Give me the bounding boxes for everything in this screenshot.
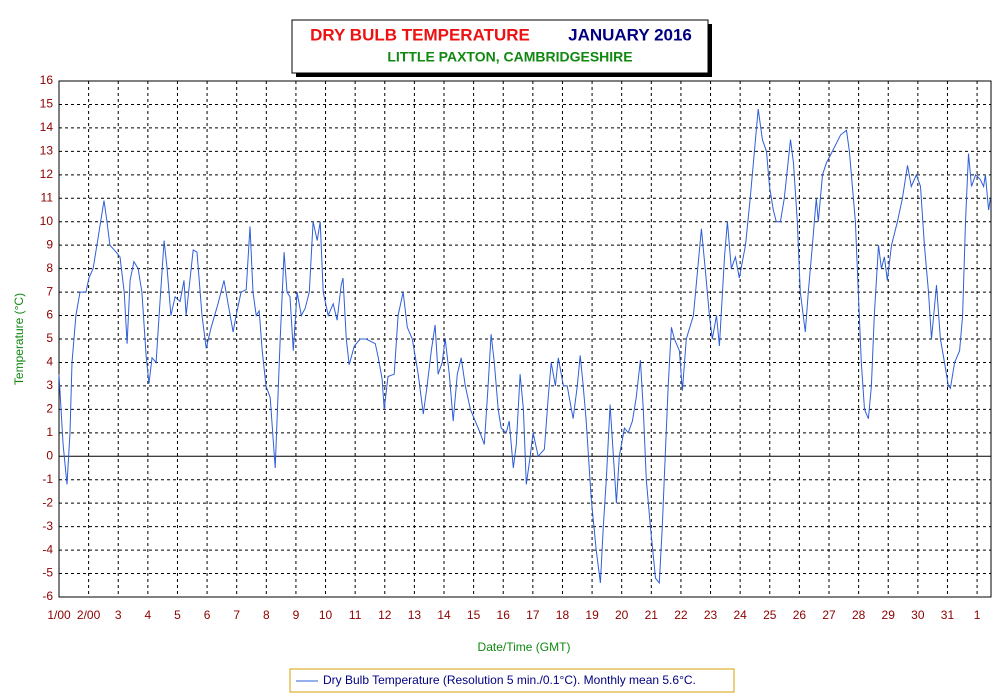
- x-tick-label: 19: [585, 608, 599, 622]
- x-tick-label: 3: [115, 608, 122, 622]
- x-tick-label: 22: [674, 608, 688, 622]
- y-tick-label: 10: [40, 214, 54, 228]
- x-tick-label: 6: [204, 608, 211, 622]
- x-axis-label: Date/Time (GMT): [478, 640, 571, 654]
- y-tick-label: 4: [46, 355, 53, 369]
- y-tick-label: -6: [42, 589, 53, 603]
- x-tick-label: 27: [822, 608, 836, 622]
- x-tick-label: 9: [293, 608, 300, 622]
- x-tick-label: 13: [408, 608, 422, 622]
- y-tick-label: 5: [46, 331, 53, 345]
- y-axis-label: Temperature (°C): [12, 293, 26, 385]
- x-tick-label: 26: [793, 608, 807, 622]
- y-tick-label: 11: [41, 190, 54, 204]
- y-tick-label: 15: [40, 97, 54, 111]
- x-tick-label: 8: [263, 608, 270, 622]
- x-tick-label: 30: [911, 608, 925, 622]
- x-tick-label: 7: [233, 608, 240, 622]
- y-tick-label: 16: [40, 73, 54, 87]
- x-tick-label: 23: [704, 608, 718, 622]
- y-tick-label: 0: [46, 448, 53, 462]
- x-tick-label: 4: [145, 608, 152, 622]
- y-tick-label: 2: [46, 402, 53, 416]
- plot-frame: [58, 80, 992, 598]
- x-tick-label: 1: [974, 608, 981, 622]
- x-tick-label: 1/00: [47, 608, 71, 622]
- title-box: [291, 19, 709, 74]
- y-tick-label: 13: [40, 144, 54, 158]
- y-tick-label: 9: [46, 237, 53, 251]
- y-tick-label: -1: [42, 472, 53, 486]
- chart-title-month: JANUARY 2016: [568, 25, 692, 44]
- x-tick-label: 18: [556, 608, 570, 622]
- x-tick-label: 29: [882, 608, 896, 622]
- x-tick-label: 21: [645, 608, 659, 622]
- chart-subtitle: LITTLE PAXTON, CAMBRIDGESHIRE: [387, 49, 632, 65]
- x-tick-label: 10: [319, 608, 333, 622]
- y-tick-label: 1: [46, 425, 53, 439]
- x-tick-label: 28: [852, 608, 866, 622]
- y-tick-label: 7: [46, 284, 53, 298]
- y-tick-label: 6: [46, 308, 53, 322]
- y-tick-label: -4: [42, 542, 53, 556]
- x-tick-label: 12: [378, 608, 392, 622]
- data-line: [58, 109, 991, 585]
- y-tick-label: 8: [46, 261, 53, 275]
- x-tick-label: 20: [615, 608, 629, 622]
- chart-title: DRY BULB TEMPERATURE: [310, 25, 530, 44]
- x-tick-label: 15: [467, 608, 481, 622]
- x-tick-label: 2/00: [77, 608, 101, 622]
- y-tick-label: -5: [42, 566, 53, 580]
- legend-box: [289, 668, 735, 693]
- x-tick-label: 14: [437, 608, 451, 622]
- x-tick-label: 11: [349, 608, 362, 622]
- y-tick-label: -2: [42, 495, 53, 509]
- x-tick-label: 31: [941, 608, 955, 622]
- legend-label: Dry Bulb Temperature (Resolution 5 min./…: [323, 673, 696, 687]
- y-tick-label: 3: [46, 378, 53, 392]
- x-tick-label: 16: [497, 608, 511, 622]
- x-tick-label: 17: [526, 608, 540, 622]
- x-tick-label: 25: [763, 608, 777, 622]
- y-tick-label: 12: [40, 167, 54, 181]
- y-tick-label: 14: [40, 120, 54, 134]
- y-tick-label: -3: [42, 519, 53, 533]
- x-tick-label: 5: [174, 608, 181, 622]
- x-tick-label: 24: [733, 608, 747, 622]
